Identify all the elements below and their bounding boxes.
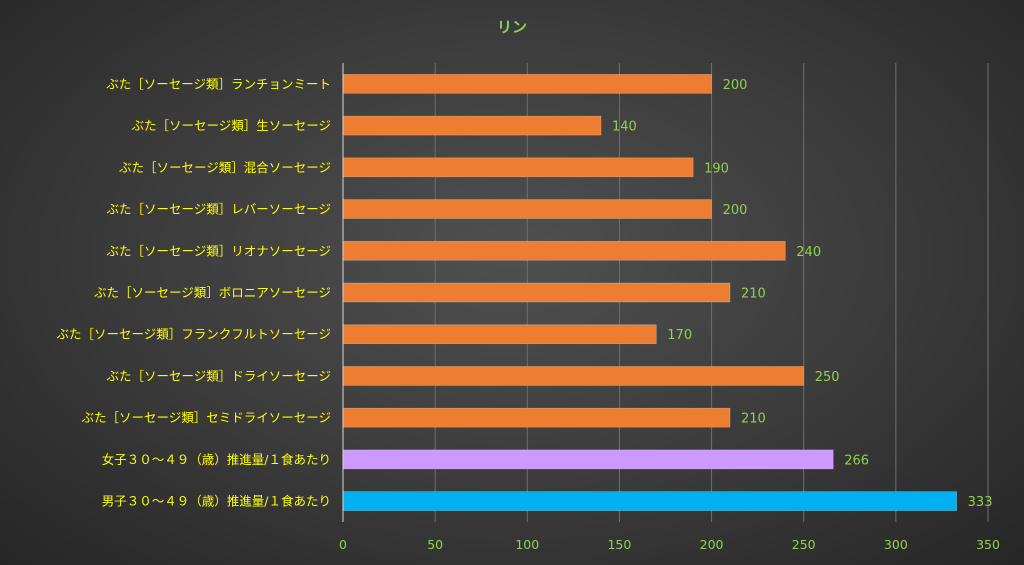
category-label: ぶた［ソーセージ類］リオナソーセージ <box>106 243 331 258</box>
category-label: ぶた［ソーセージ類］セミドライソーセージ <box>81 410 331 425</box>
x-tick-label: 350 <box>976 537 1000 552</box>
value-label: 200 <box>723 203 748 218</box>
category-label: ぶた［ソーセージ類］生ソーセージ <box>131 118 331 133</box>
value-label: 266 <box>844 453 869 468</box>
value-label: 190 <box>704 161 729 176</box>
category-label: ぶた［ソーセージ類］フランクフルトソーセージ <box>56 327 331 342</box>
bar <box>342 407 731 428</box>
value-label: 210 <box>741 412 766 427</box>
bar <box>342 157 694 178</box>
bar <box>342 199 712 219</box>
x-tick-label: 50 <box>427 537 443 552</box>
category-label: ぶた［ソーセージ類］ドライソーセージ <box>106 368 331 383</box>
x-tick-label: 300 <box>884 537 908 552</box>
bar <box>342 366 805 386</box>
value-label: 250 <box>815 370 840 385</box>
category-label: ぶた［ソーセージ類］混合ソーセージ <box>119 160 331 175</box>
x-tick-label: 100 <box>515 537 539 552</box>
category-labels: ぶた［ソーセージ類］ランチョンミートぶた［ソーセージ類］生ソーセージぶた［ソーセ… <box>56 76 331 508</box>
category-label: ぶた［ソーセージ類］ランチョンミート <box>106 76 331 91</box>
bar-group <box>342 74 957 511</box>
bar <box>342 449 834 470</box>
bar <box>342 282 731 303</box>
bar <box>342 240 786 261</box>
category-label: 男子３０～４９（歳）推進量/１食あたり <box>102 494 331 509</box>
value-label: 170 <box>667 328 692 343</box>
x-tick-label: 150 <box>607 537 631 552</box>
value-label: 240 <box>796 245 821 260</box>
bar <box>342 115 602 136</box>
chart-title: リン <box>497 18 527 36</box>
category-label: 女子３０～４９（歳）推進量/１食あたり <box>102 452 331 467</box>
value-label: 140 <box>612 120 637 135</box>
x-tick-label: 0 <box>339 537 347 552</box>
value-label: 333 <box>968 495 993 510</box>
bar <box>342 74 712 94</box>
category-label: ぶた［ソーセージ類］レバーソーセージ <box>106 202 331 217</box>
bar <box>342 324 657 345</box>
x-tick-label: 200 <box>700 537 724 552</box>
bar <box>342 491 957 511</box>
value-label: 200 <box>723 78 748 93</box>
x-tick-labels: 0 50 100 150 200 250 300 350 <box>339 537 1000 552</box>
value-label: 210 <box>741 287 766 302</box>
value-labels: 200 140 190 200 240 210 170 250 210 266 333 <box>612 78 992 510</box>
x-tick-label: 250 <box>792 537 816 552</box>
category-label: ぶた［ソーセージ類］ボロニアソーセージ <box>94 285 331 300</box>
